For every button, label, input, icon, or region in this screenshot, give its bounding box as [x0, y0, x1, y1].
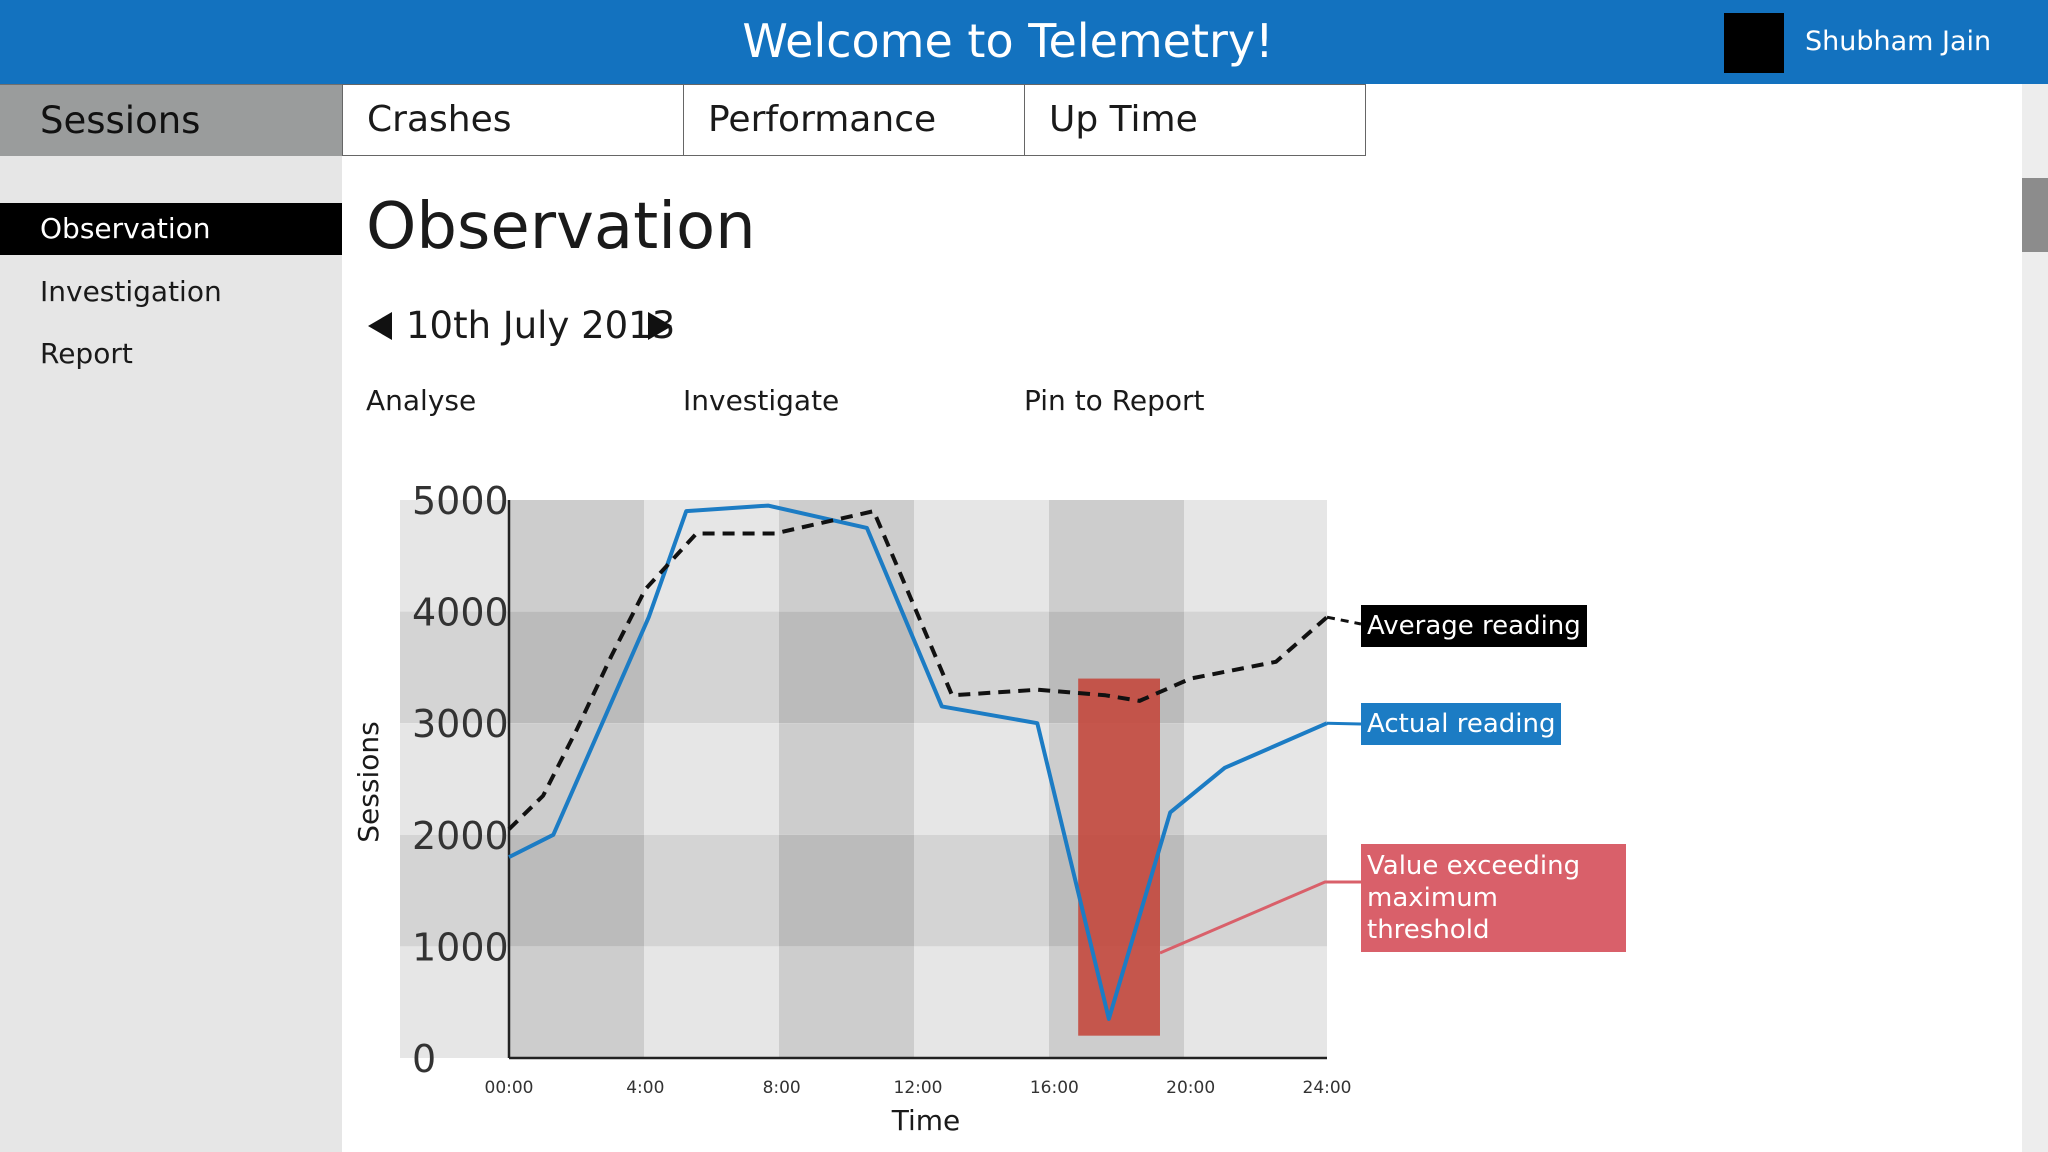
chart-band [1184, 946, 1327, 1058]
sidebar-item-investigation[interactable]: Investigation [0, 266, 342, 318]
avatar[interactable] [1724, 13, 1784, 73]
sidebar-item-label: Investigation [40, 275, 222, 308]
chart-band [509, 500, 644, 612]
tab-label: Up Time [1049, 99, 1198, 140]
x-tick-label: 4:00 [626, 1078, 664, 1098]
chart-band [400, 611, 509, 724]
user-name[interactable]: Shubham Jain [1805, 26, 1992, 57]
tab-crashes[interactable]: Crashes [342, 84, 684, 156]
page-title: Observation [366, 190, 756, 264]
y-tick-label: 1000 [412, 925, 509, 969]
legend-threshold: Value exceeding maximum threshold [1361, 844, 1626, 952]
legend-average-reading: Average reading [1361, 605, 1587, 647]
chart-band [914, 611, 1049, 724]
chart-band [1184, 723, 1327, 835]
x-tick-label: 20:00 [1166, 1078, 1215, 1098]
chart-band [1049, 500, 1184, 612]
chart-band [509, 946, 644, 1058]
chart-band [400, 834, 509, 947]
chart-band [779, 723, 914, 835]
legend-actual-reading: Actual reading [1361, 703, 1562, 745]
sidebar-item-label: Observation [40, 212, 211, 245]
app-header: Welcome to Telemetry! Shubham Jain [0, 0, 2048, 84]
y-tick-label: 3000 [412, 702, 509, 746]
x-axis-label: Time [891, 1104, 961, 1137]
chart-band [509, 611, 644, 724]
series-actual-line [508, 503, 1328, 1021]
sidebar-item-label: Report [40, 337, 133, 370]
tab-sessions[interactable]: Sessions [0, 84, 342, 156]
sidebar-item-observation[interactable]: Observation [0, 203, 342, 255]
x-tick-label: 24:00 [1303, 1078, 1352, 1098]
pin-to-report-link[interactable]: Pin to Report [1024, 384, 1205, 417]
y-tick-label: 5000 [412, 479, 509, 523]
series-average-line [507, 509, 1329, 831]
chart-band [644, 500, 779, 612]
sidebar [0, 84, 342, 1152]
chart-band [400, 723, 509, 835]
x-tick-label: 00:00 [485, 1078, 534, 1098]
y-tick-label: 0 [412, 1037, 436, 1081]
chart-band [914, 723, 1049, 835]
chart-band [914, 500, 1049, 612]
chart-band [644, 946, 779, 1058]
chart-band [644, 723, 779, 835]
chart-band [779, 946, 914, 1058]
y-tick-label: 4000 [412, 591, 509, 635]
y-axis-label: Sessions [352, 721, 385, 842]
chart-band [779, 834, 914, 947]
tab-up-time[interactable]: Up Time [1024, 84, 1366, 156]
chart-band [914, 834, 1049, 947]
tab-performance[interactable]: Performance [683, 84, 1025, 156]
threshold-highlight [1078, 678, 1160, 1036]
tab-label: Performance [708, 99, 937, 140]
chart-band [644, 611, 779, 724]
chart-band [1184, 500, 1327, 612]
chart-band [509, 834, 644, 947]
chart-band [400, 500, 509, 612]
leader-average [1326, 615, 1362, 626]
leader-threshold [1159, 880, 1361, 955]
triangle-left-icon[interactable] [366, 302, 396, 352]
y-tick-label: 2000 [412, 814, 509, 858]
scrollbar-track[interactable] [2022, 84, 2048, 1152]
app-title: Welcome to Telemetry! [742, 14, 1274, 68]
x-tick-label: 8:00 [763, 1078, 801, 1098]
x-tick-label: 12:00 [894, 1078, 943, 1098]
date-label: 10th July 2013 [406, 304, 676, 347]
triangle-right-icon[interactable] [644, 302, 674, 352]
chart-band [644, 834, 779, 947]
sidebar-item-report[interactable]: Report [0, 328, 342, 380]
scrollbar-thumb[interactable] [2022, 178, 2048, 252]
tab-label: Crashes [367, 99, 512, 140]
leader-actual [1326, 721, 1362, 726]
investigate-link[interactable]: Investigate [683, 384, 840, 417]
analyse-link[interactable]: Analyse [366, 384, 477, 417]
x-tick-label: 16:00 [1030, 1078, 1079, 1098]
chart-band [400, 946, 509, 1058]
chart-band [914, 946, 1049, 1058]
chart-band [779, 611, 914, 724]
tab-sessions-label: Sessions [40, 99, 201, 142]
